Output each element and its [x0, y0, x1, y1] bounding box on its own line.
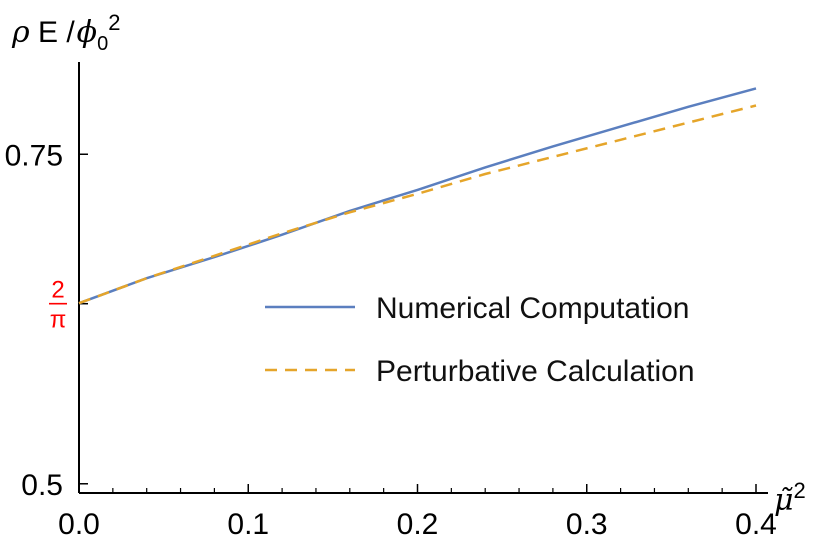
series-line-perturbative — [78, 104, 757, 305]
legend-label-numerical: Numerical Computation — [376, 292, 689, 325]
special-y-tick-denominator: π — [50, 307, 67, 334]
special-y-tick-label: 2 π — [49, 277, 67, 334]
x-ticks: 0.0 0.1 0.2 0.3 0.4 — [58, 484, 777, 541]
x-axis-label-symbol: μ̃ — [774, 483, 794, 518]
legend-label-perturbative: Perturbative Calculation — [376, 355, 695, 388]
x-tick-label: 0.2 — [397, 508, 439, 541]
legend: Numerical Computation Perturbative Calcu… — [265, 292, 695, 388]
series-line-numerical — [78, 87, 757, 305]
x-tick-label: 0.3 — [566, 508, 608, 541]
special-y-tick-numerator: 2 — [51, 277, 64, 304]
y-axis-label-rho: ρ — [11, 15, 30, 50]
x-axis-label-superscript: 2 — [794, 478, 806, 503]
x-axis-label: μ̃2 — [774, 478, 806, 518]
y-axis-label-subscript: 0 — [97, 33, 108, 55]
y-axis-label-phi: ϕ — [77, 15, 97, 50]
y-axis-label-middle: E / — [30, 16, 76, 49]
y-tick-label: 0.75 — [5, 139, 63, 172]
y-axis-label: ρ E /ϕ02 — [11, 10, 120, 55]
y-tick-label: 0.5 — [21, 469, 63, 502]
x-tick-label: 0.4 — [735, 508, 777, 541]
x-tick-label: 0.1 — [227, 508, 269, 541]
y-ticks: 0.5 0.75 — [5, 139, 88, 502]
y-axis-label-superscript: 2 — [108, 10, 120, 35]
x-tick-label: 0.0 — [58, 508, 100, 541]
series-group — [78, 87, 757, 305]
